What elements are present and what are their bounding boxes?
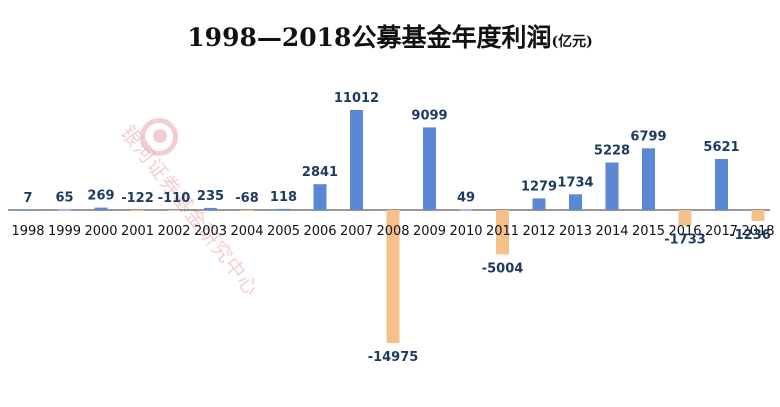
data-label: 1279 bbox=[521, 179, 557, 194]
bar-2005 bbox=[277, 208, 290, 210]
data-label: 6799 bbox=[630, 129, 666, 144]
bar-2000 bbox=[94, 207, 108, 210]
x-tick-label: 2002 bbox=[157, 224, 190, 239]
bar-2011 bbox=[496, 210, 509, 255]
data-label: 5228 bbox=[594, 144, 630, 159]
x-tick-label: 2015 bbox=[632, 224, 665, 239]
bar-2007 bbox=[350, 110, 363, 210]
data-label: 65 bbox=[55, 190, 73, 205]
chart-title-unit: (亿元) bbox=[551, 34, 593, 50]
data-label: 2841 bbox=[302, 165, 338, 180]
x-tick-label: 2012 bbox=[522, 224, 555, 239]
x-tick-label: 2010 bbox=[449, 224, 482, 239]
chart-title-main: 1998—2018公募基金年度利润 bbox=[187, 23, 552, 52]
bar-2013 bbox=[569, 194, 582, 210]
x-tick-label: 2016 bbox=[668, 224, 701, 239]
bar-2001 bbox=[131, 210, 144, 212]
data-label: -122 bbox=[121, 191, 154, 206]
data-label: 11012 bbox=[334, 91, 379, 106]
data-label: 269 bbox=[87, 189, 114, 204]
data-label: 5621 bbox=[703, 140, 739, 155]
data-label: 49 bbox=[457, 191, 475, 206]
data-label: 1734 bbox=[557, 175, 593, 190]
data-label: -5004 bbox=[482, 261, 524, 276]
x-tick-label: 2003 bbox=[194, 224, 227, 239]
bar-2002 bbox=[167, 210, 181, 211]
bar-1998 bbox=[21, 209, 35, 211]
watermark-logo-icon bbox=[140, 118, 178, 156]
chart-title: 1998—2018公募基金年度利润(亿元) bbox=[0, 18, 780, 54]
bar-2003 bbox=[204, 207, 217, 210]
x-tick-label: 2007 bbox=[340, 224, 373, 239]
bar-2014 bbox=[605, 162, 619, 210]
bar-2004 bbox=[240, 210, 254, 211]
data-label: -68 bbox=[235, 191, 259, 206]
x-tick-label: 2009 bbox=[413, 224, 446, 239]
bar-2018 bbox=[751, 210, 765, 221]
bar-2016 bbox=[678, 210, 692, 226]
data-label: -1236 bbox=[729, 228, 771, 243]
x-tick-label: 2000 bbox=[84, 224, 117, 239]
data-label: -1733 bbox=[664, 232, 706, 247]
data-label: 9099 bbox=[411, 108, 447, 123]
x-tick-label: 2008 bbox=[376, 224, 409, 239]
bar-2009 bbox=[423, 127, 436, 210]
data-label: -110 bbox=[158, 191, 191, 206]
x-tick-label: 1999 bbox=[48, 224, 81, 239]
x-tick-label: 2017 bbox=[705, 224, 738, 239]
bar-1999 bbox=[58, 209, 71, 211]
bar-2010 bbox=[459, 209, 473, 211]
x-tick-label: 2014 bbox=[595, 224, 628, 239]
data-label: 118 bbox=[270, 190, 297, 205]
x-tick-label: 2013 bbox=[559, 224, 592, 239]
data-label: -14975 bbox=[368, 350, 419, 365]
x-tick-label: 2006 bbox=[303, 224, 336, 239]
bar-2012 bbox=[532, 198, 546, 210]
x-tick-label: 1998 bbox=[11, 224, 44, 239]
bar-2008 bbox=[386, 210, 400, 343]
x-tick-label: 2018 bbox=[741, 224, 774, 239]
x-tick-label: 2011 bbox=[486, 224, 519, 239]
data-label: 235 bbox=[197, 189, 224, 204]
x-tick-label: 2005 bbox=[267, 224, 300, 239]
data-label: 7 bbox=[23, 191, 32, 206]
x-tick-label: 2001 bbox=[121, 224, 154, 239]
bar-2015 bbox=[642, 148, 655, 210]
x-tick-label: 2004 bbox=[230, 224, 263, 239]
bar-2017 bbox=[715, 159, 728, 210]
bar-2006 bbox=[313, 184, 327, 210]
